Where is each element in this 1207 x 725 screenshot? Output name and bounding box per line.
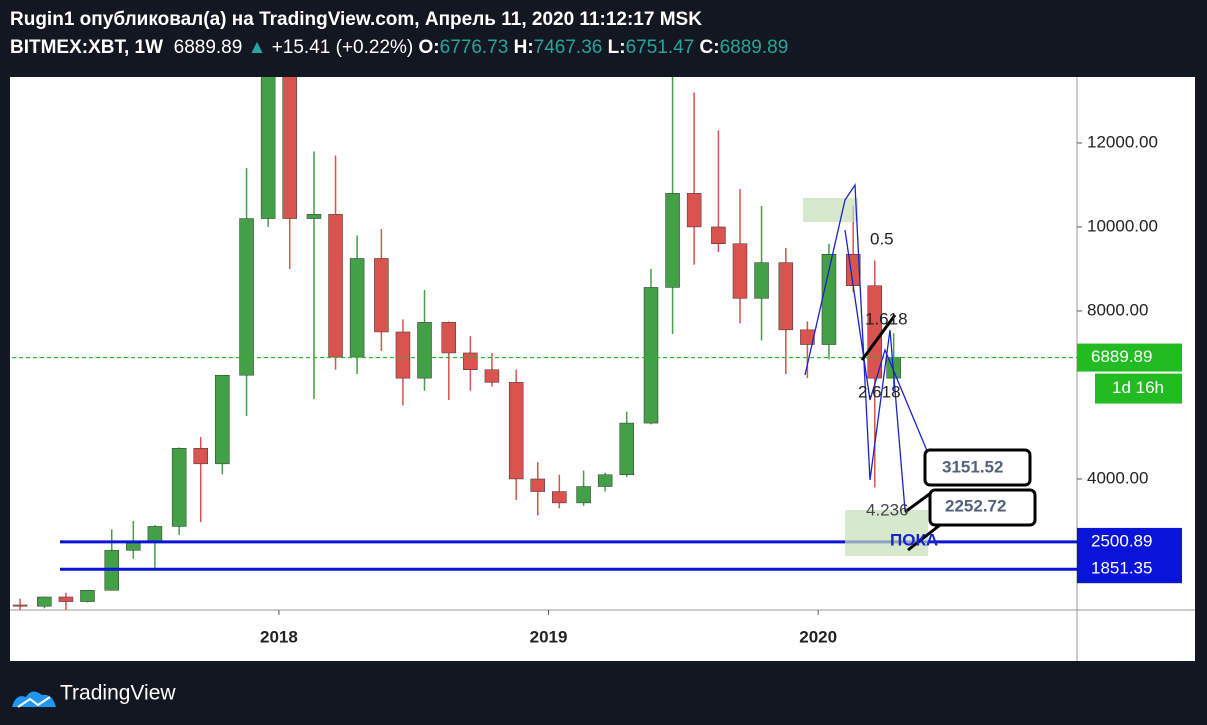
candle-body [80,590,95,602]
candle-body [374,258,389,333]
candle-body [686,193,702,228]
candle-body [193,448,208,465]
plot [12,77,1077,610]
callout [928,488,1037,527]
brand: TradingView [60,682,176,705]
c-label: C: [699,37,720,58]
price-label-bg [1077,527,1182,556]
o-label: O: [418,37,440,58]
box [845,510,928,556]
ohlc-line: BITMEX:XBT, 1W 6889.89 ▲ +15.41 (+0.22%)… [10,34,788,62]
annotation: 0.5 [870,229,894,248]
candle-body [328,214,343,358]
change: +15.41 (+0.22%) [271,37,414,58]
price-label: 2500.89 [1091,531,1152,550]
h-label: H: [513,37,534,58]
candle-body [58,596,74,602]
x-tick-label: 2018 [260,627,298,646]
candle-body [530,478,546,492]
annotation: ПОКА [890,530,938,549]
candle-body [349,258,365,358]
trend [907,523,941,552]
box [803,198,858,222]
y-tick-label: 12000.00 [1087,132,1158,151]
candle-body [711,226,726,244]
arrow: ▲ [247,37,267,58]
symbol: BITMEX:XBT, 1W [10,37,164,58]
candle-body [800,329,815,345]
candle-body [147,526,163,544]
candle-body [508,382,524,480]
annotation: 4.236 [866,500,909,519]
candle-body [597,474,613,487]
price-label-bg [1077,343,1182,372]
price-label-bg [1077,555,1182,584]
annotation: 3151.52 [942,457,1003,476]
o: 6776.73 [439,37,509,58]
y-tick-label: 8000.00 [1087,300,1148,319]
last: 6889.89 [173,37,243,58]
candle-body [867,285,883,379]
callout [923,448,1032,487]
trend [804,183,906,511]
candle-body [754,262,769,299]
annotation: 2252.72 [945,496,1006,515]
candle-body [126,542,141,551]
candle-body [463,352,478,371]
candle-body [395,331,411,379]
candle-body [260,77,276,219]
countdown-bg [1095,373,1182,404]
candle-body [643,287,659,424]
candle-body [171,448,187,527]
header: Rugin1 опубликовал(а) на TradingView.com… [10,6,788,62]
candle-body [12,604,28,607]
candle-body [306,214,322,219]
candle-body [576,486,591,504]
trend [844,229,936,471]
publish-line: Rugin1 опубликовал(а) на TradingView.com… [10,6,788,34]
h: 7467.36 [533,37,603,58]
candle-body [484,369,500,383]
candle-body [665,193,680,288]
countdown: 1d 16h [1112,378,1164,397]
candle-body [239,218,254,376]
c: 6889.89 [719,37,789,58]
chart-bg [10,77,1195,661]
x-tick-label: 2020 [799,627,837,646]
candle-body [552,491,567,504]
y-tick-label: 10000.00 [1087,216,1158,235]
drawings [803,183,1037,556]
y-tick-label: 4000.00 [1087,468,1148,487]
author: Rugin1 опубликовал(а) на TradingView.com… [10,9,702,30]
price-label: 1851.35 [1091,559,1152,578]
trend [860,314,897,361]
candle-body [778,262,794,331]
l: 6751.47 [625,37,695,58]
candle-body [619,422,634,476]
logo [12,691,56,708]
candle-body [37,596,52,607]
annotation: 2.618 [858,382,901,401]
candle-body [282,77,297,219]
candle-body [417,322,432,379]
l-label: L: [607,37,626,58]
x-tick-label: 2019 [530,627,568,646]
annotation: 1.618 [865,309,908,328]
candle-body [215,374,230,465]
price-label: 6889.89 [1091,347,1152,366]
candle-body [732,243,748,299]
candle-body [441,322,457,354]
